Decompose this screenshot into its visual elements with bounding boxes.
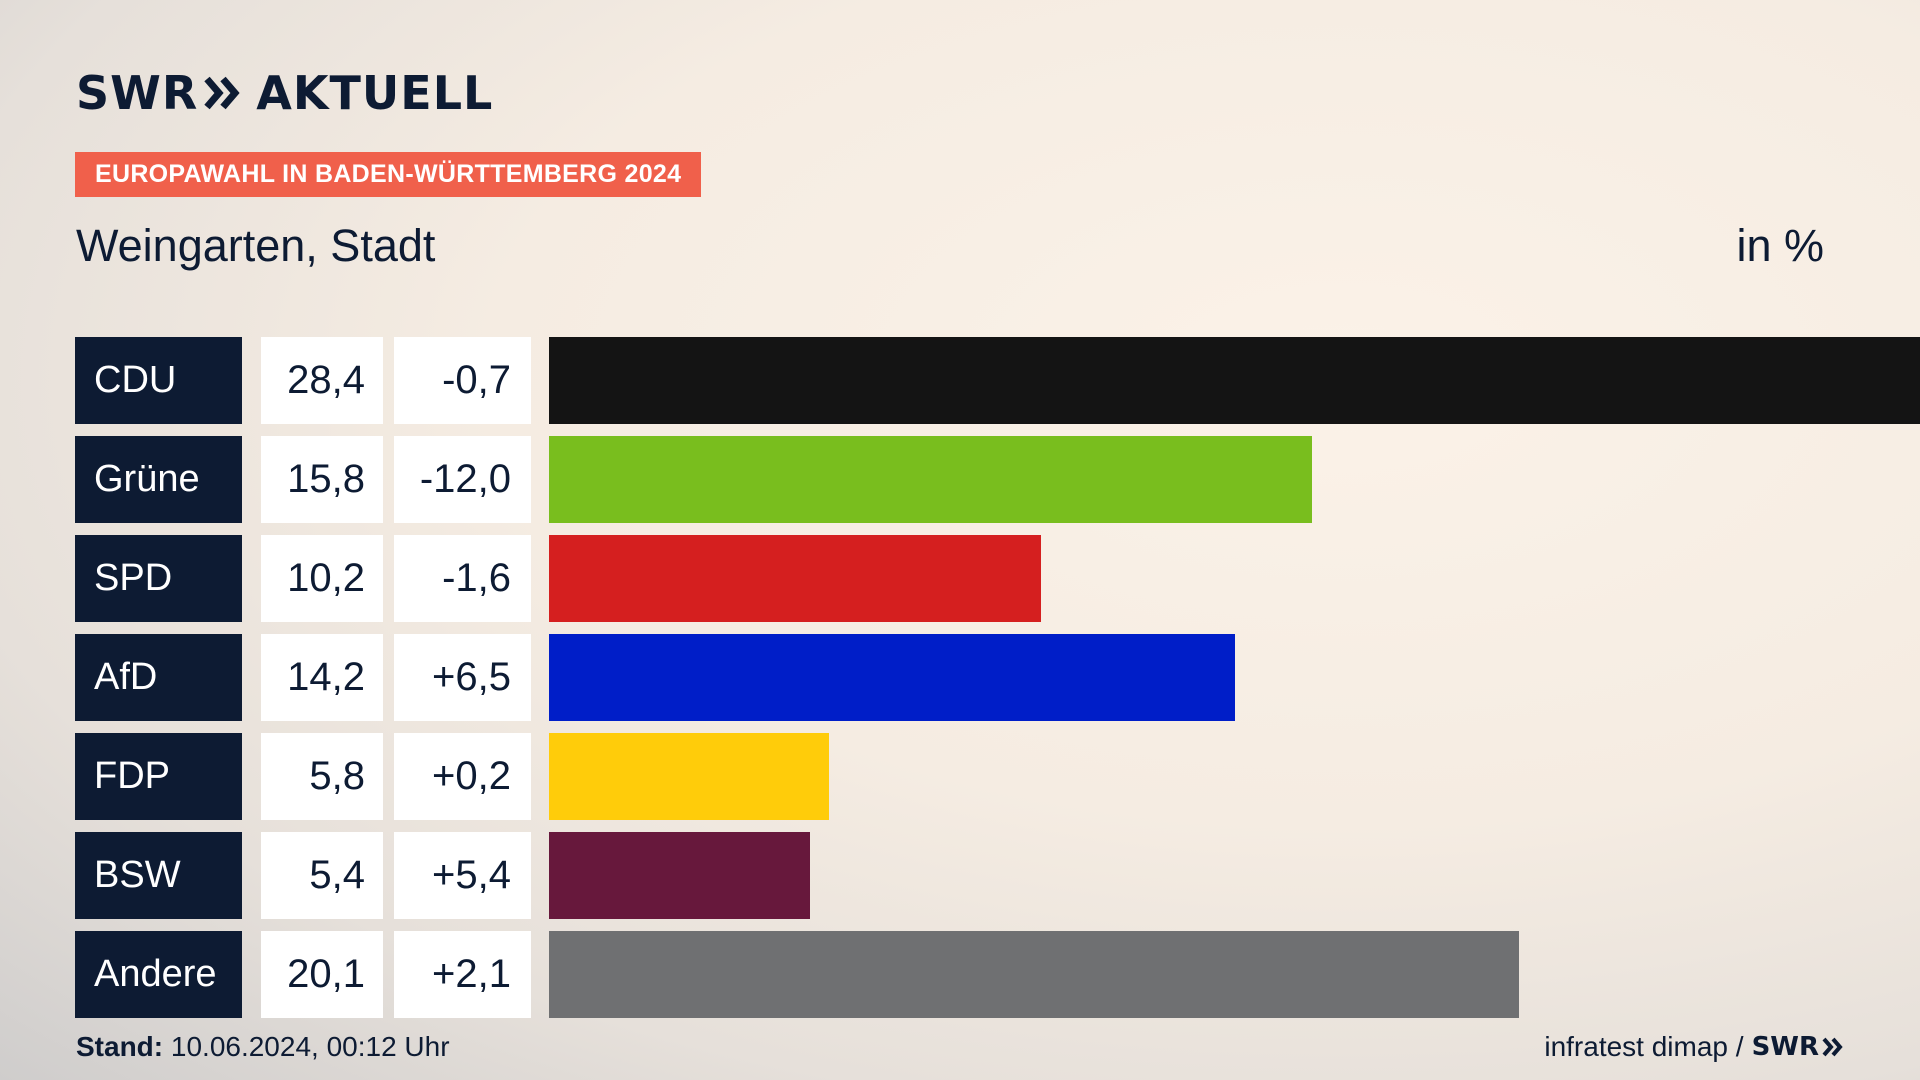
- vote-share-label: 20,1: [261, 931, 383, 1018]
- vote-share-label: 15,8: [261, 436, 383, 523]
- swr-aktuell-logo: SWR AKTUELL: [76, 66, 494, 120]
- change-label: -0,7: [394, 337, 531, 424]
- party-label: AfD: [75, 634, 242, 721]
- logo-aktuell-text: AKTUELL: [256, 66, 494, 120]
- result-bar: [549, 832, 810, 919]
- result-bar: [549, 634, 1235, 721]
- vote-share-label: 5,4: [261, 832, 383, 919]
- logo-swr-text: SWR: [76, 66, 199, 120]
- stand-label: Stand:: [76, 1031, 164, 1062]
- source-credit: infratest dimap / SWR: [1544, 1031, 1844, 1063]
- change-label: -12,0: [394, 436, 531, 523]
- change-label: +6,5: [394, 634, 531, 721]
- double-chevron-icon: [204, 75, 242, 111]
- vote-share-label: 28,4: [261, 337, 383, 424]
- source-text: infratest dimap /: [1544, 1031, 1744, 1062]
- result-bar: [549, 337, 1920, 424]
- change-label: +2,1: [394, 931, 531, 1018]
- vote-share-label: 14,2: [261, 634, 383, 721]
- vote-share-label: 10,2: [261, 535, 383, 622]
- swr-footer-text: SWR: [1751, 1032, 1819, 1062]
- result-bar: [549, 931, 1519, 1018]
- footer-chevron-icon: [1822, 1037, 1843, 1057]
- party-label: Andere: [75, 931, 242, 1018]
- party-label: SPD: [75, 535, 242, 622]
- result-bar: [549, 535, 1041, 622]
- location-title: Weingarten, Stadt: [76, 220, 436, 271]
- party-label: Grüne: [75, 436, 242, 523]
- change-label: +5,4: [394, 832, 531, 919]
- party-label: BSW: [75, 832, 242, 919]
- party-label: FDP: [75, 733, 242, 820]
- result-bar: [549, 436, 1312, 523]
- timestamp: Stand: 10.06.2024, 00:12 Uhr: [76, 1031, 450, 1063]
- result-bar: [549, 733, 829, 820]
- party-label: CDU: [75, 337, 242, 424]
- swr-footer-logo: SWR: [1752, 1032, 1844, 1062]
- stand-value: 10.06.2024, 00:12 Uhr: [170, 1031, 450, 1062]
- unit-label: in %: [1736, 220, 1824, 271]
- vote-share-label: 5,8: [261, 733, 383, 820]
- change-label: +0,2: [394, 733, 531, 820]
- election-tag: EUROPAWAHL IN BADEN-WÜRTTEMBERG 2024: [75, 152, 702, 197]
- change-label: -1,6: [394, 535, 531, 622]
